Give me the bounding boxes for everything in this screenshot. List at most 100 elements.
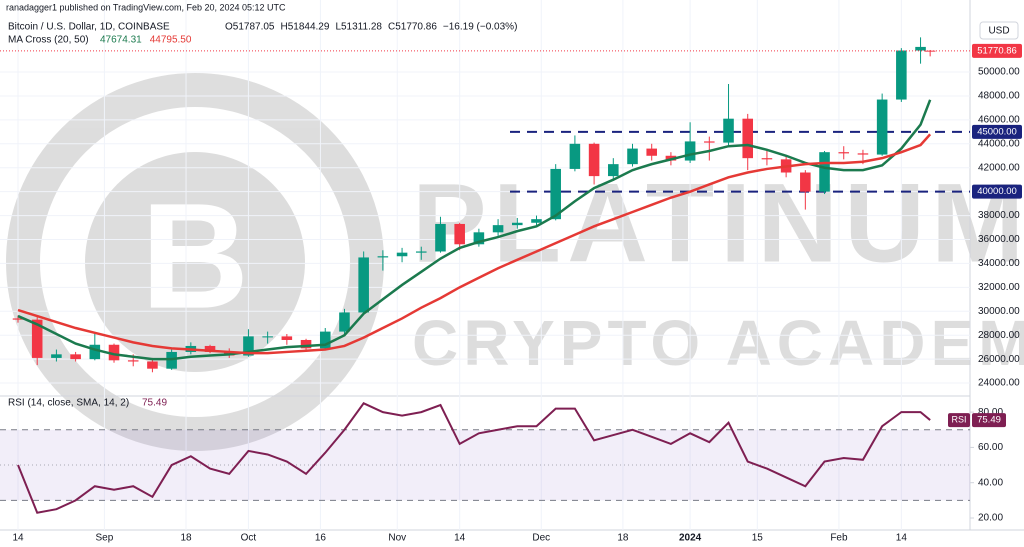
moving-average <box>17 133 932 355</box>
candle-body <box>243 336 254 356</box>
y-tick-label: 38000.00 <box>978 210 1020 221</box>
y-tick-label: 48000.00 <box>978 91 1020 102</box>
candle-body <box>415 251 427 253</box>
candle-body <box>819 152 830 192</box>
candle-body <box>70 354 81 360</box>
currency-box[interactable] <box>979 21 1019 40</box>
y-tick-label: 46000.00 <box>978 115 1020 126</box>
y-tick-label: 30000.00 <box>978 306 1020 317</box>
candle-body <box>492 225 504 233</box>
candle-body <box>339 312 350 332</box>
candle-body <box>838 152 850 154</box>
candle-body <box>684 141 696 161</box>
legend-value: 47674.31 <box>100 35 142 46</box>
ohlc-value: C51770.86 <box>388 22 437 33</box>
logo-core <box>85 152 305 372</box>
candle-body <box>319 331 331 349</box>
x-tick-label: 14 <box>896 533 908 544</box>
x-tick-label: Nov <box>388 533 406 544</box>
candle-body <box>358 257 369 313</box>
candle-body <box>531 219 542 223</box>
candle-body <box>377 256 389 258</box>
candle-body <box>51 354 62 358</box>
candle-body <box>550 168 561 220</box>
rsi-value-tag <box>972 413 1006 428</box>
y-tick-label: 40.00 <box>978 477 1003 488</box>
candle-body <box>608 164 619 177</box>
publisher: ranadagger1 published on TradingView.com… <box>6 2 286 12</box>
moving-average <box>17 99 932 361</box>
y-tick-label: 24000.00 <box>978 378 1020 389</box>
level-tag <box>972 184 1022 199</box>
ohlc-legend: O51787.05 H51844.29 L51311.28 C51770.86 −16.… <box>225 22 517 33</box>
logo-letter: B <box>141 172 249 340</box>
legend-value: 75.49 <box>142 398 167 409</box>
x-tick-label: 14 <box>12 533 24 544</box>
x-tick-label: 18 <box>617 533 629 544</box>
candle-body <box>12 318 24 320</box>
x-tick-label: Sep <box>96 533 114 544</box>
level-label: 45000.00 <box>977 126 1017 137</box>
candle-body <box>281 336 293 340</box>
candle-body <box>31 319 43 358</box>
y-tick-label: 26000.00 <box>978 354 1020 365</box>
candle-body <box>108 344 120 361</box>
y-tick-label: 50000.00 <box>978 67 1020 78</box>
candle-body <box>915 46 926 51</box>
candle-body <box>300 339 312 349</box>
rsi-tag <box>948 413 970 428</box>
candle-body <box>723 118 734 143</box>
x-tick-label: 16 <box>315 533 327 544</box>
level-label: 40000.00 <box>977 186 1017 197</box>
candle-body <box>147 361 158 369</box>
x-tick-label: Feb <box>830 533 848 544</box>
candle-body <box>857 153 869 155</box>
y-tick-label: 36000.00 <box>978 234 1020 245</box>
y-tick-label: 60.00 <box>978 442 1003 453</box>
symbol: Bitcoin / U.S. Dollar, 1D, COINBASE <box>8 22 170 33</box>
candle-body <box>262 336 273 338</box>
x-tick-label: Dec <box>532 533 550 544</box>
y-tick-label: 42000.00 <box>978 162 1020 173</box>
y-tick-label: 28000.00 <box>978 330 1020 341</box>
x-tick-label: 2024 <box>679 533 702 544</box>
y-tick-label: 32000.00 <box>978 282 1020 293</box>
rsi-tag-name: RSI <box>951 414 966 424</box>
y-tick-label: 44000.00 <box>978 138 1020 149</box>
candle-body <box>454 223 465 245</box>
candle-body <box>588 143 600 177</box>
rsi-line <box>17 402 931 514</box>
legend-value: 44795.50 <box>150 35 192 46</box>
x-tick-label: 14 <box>454 533 466 544</box>
candle-body <box>396 252 408 257</box>
candle-body <box>512 222 523 226</box>
candle-body <box>89 344 101 360</box>
ohlc-value: −16.19 (−0.03%) <box>443 22 518 33</box>
candle-body <box>204 345 216 352</box>
ohlc-value: O51787.05 <box>225 22 275 33</box>
y-tick-label: 80.00 <box>978 407 1003 418</box>
price-tag <box>972 43 1022 58</box>
x-tick-label: Oct <box>241 533 257 544</box>
candle-body <box>742 118 754 159</box>
ohlc-value: H51844.29 <box>281 22 330 33</box>
indicator-title: MA Cross (20, 50) <box>8 35 89 46</box>
candle-body <box>761 158 773 160</box>
candle-body <box>876 99 888 155</box>
indicator-title: RSI (14, close, SMA, 14, 2) <box>8 398 129 409</box>
price-label: 51770.86 <box>977 45 1017 56</box>
level-tag <box>972 124 1022 139</box>
candle-body <box>473 232 485 245</box>
candle-body <box>800 172 811 192</box>
candle-body <box>896 50 907 100</box>
candle-body <box>435 223 446 252</box>
x-tick-label: 15 <box>752 533 764 544</box>
currency[interactable]: USD <box>988 26 1009 37</box>
candle-body <box>627 148 638 165</box>
watermark-text: CRYPTO ACADEMY <box>412 307 1024 379</box>
candle-body <box>127 360 139 362</box>
